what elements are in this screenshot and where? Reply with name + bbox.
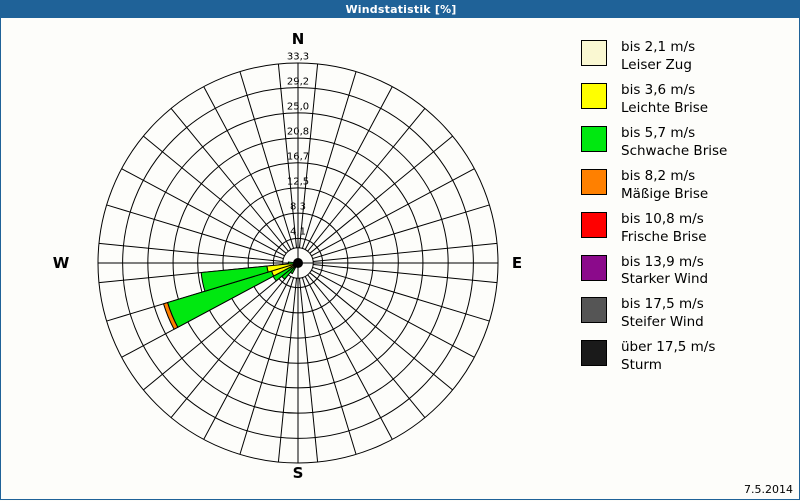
- grid-spoke: [313, 263, 498, 284]
- windrose-segment: [162, 301, 179, 330]
- legend-label: bis 5,7 m/s Schwache Brise: [621, 125, 727, 161]
- window-title-bar: Windstatistik [%]: [1, 1, 800, 18]
- legend-swatch: [581, 82, 607, 109]
- grid-spoke: [203, 86, 292, 250]
- legend-label: bis 8,2 m/s Mäßige Brise: [621, 168, 708, 204]
- compass-label-west: W: [52, 254, 70, 272]
- legend: bis 2,1 m/s Leiser Zug bis 3,6 m/s Leichte …: [581, 39, 796, 382]
- legend-range: bis 5,7 m/s: [621, 124, 696, 141]
- legend-swatch: [581, 254, 607, 281]
- legend-item: bis 13,9 m/s Starker Wind: [581, 254, 796, 290]
- grid-spoke: [313, 242, 498, 263]
- grid-spoke: [298, 63, 319, 248]
- legend-swatch: [581, 340, 607, 367]
- grid-spoke: [309, 272, 453, 391]
- legend-name: Schwache Brise: [621, 142, 728, 159]
- windrose-hub: [293, 258, 303, 268]
- legend-swatch: [581, 211, 607, 238]
- legend-range: über 17,5 m/s: [621, 339, 716, 356]
- grid-spoke: [312, 204, 490, 260]
- grid-spoke: [143, 272, 287, 391]
- grid-spoke: [170, 108, 289, 252]
- legend-item: bis 8,2 m/s Mäßige Brise: [581, 168, 796, 204]
- windrose-center: [293, 258, 303, 268]
- compass-label-east: E: [511, 254, 523, 272]
- grid-spoke: [311, 168, 475, 257]
- grid-spoke: [301, 71, 357, 249]
- legend-range: bis 3,6 m/s: [621, 81, 696, 98]
- legend-label: über 17,5 m/s Sturm: [621, 339, 715, 375]
- legend-label: bis 17,5 m/s Steifer Wind: [621, 296, 704, 332]
- legend-range: bis 8,2 m/s: [621, 167, 696, 184]
- grid-spoke: [277, 278, 298, 463]
- grid-spoke: [304, 86, 393, 250]
- radial-tick-label: 25,0: [286, 101, 310, 113]
- compass-label-south: S: [292, 464, 304, 482]
- polar-grid: [97, 62, 499, 464]
- grid-spoke: [203, 276, 292, 440]
- radial-tick-label: 33,3: [286, 51, 310, 63]
- grid-spoke: [239, 71, 295, 249]
- legend-item: über 17,5 m/s Sturm: [581, 339, 796, 375]
- legend-name: Leiser Zug: [621, 56, 692, 73]
- legend-name: Starker Wind: [621, 271, 709, 288]
- legend-name: Steifer Wind: [621, 314, 704, 331]
- legend-name: Mäßige Brise: [621, 185, 709, 202]
- grid-spoke: [312, 266, 490, 322]
- compass-label-north: N: [291, 30, 305, 48]
- grid-spoke: [304, 276, 393, 440]
- grid-spoke: [170, 274, 289, 418]
- legend-label: bis 2,1 m/s Leiser Zug: [621, 39, 695, 75]
- legend-name: Sturm: [621, 357, 662, 374]
- legend-range: bis 10,8 m/s: [621, 210, 704, 227]
- legend-name: Frische Brise: [621, 228, 707, 245]
- radial-tick-label: 8,3: [290, 201, 306, 213]
- legend-swatch: [581, 168, 607, 195]
- grid-spoke: [309, 135, 453, 254]
- legend-swatch: [581, 125, 607, 152]
- grid-spoke: [307, 108, 426, 252]
- radial-tick-label: 16,7: [286, 151, 310, 163]
- legend-swatch: [581, 40, 607, 66]
- legend-item: bis 17,5 m/s Steifer Wind: [581, 296, 796, 332]
- grid-spoke: [98, 242, 283, 263]
- legend-label: bis 13,9 m/s Starker Wind: [621, 254, 708, 290]
- window-title: Windstatistik [%]: [345, 3, 457, 16]
- legend-name: Leichte Brise: [621, 99, 709, 116]
- grid-spoke: [121, 168, 285, 257]
- windrose-svg: [97, 62, 499, 464]
- legend-item: bis 2,1 m/s Leiser Zug: [581, 39, 796, 75]
- legend-label: bis 10,8 m/s Frische Brise: [621, 211, 707, 247]
- grid-spoke: [298, 278, 319, 463]
- legend-item: bis 3,6 m/s Leichte Brise: [581, 82, 796, 118]
- legend-range: bis 17,5 m/s: [621, 296, 704, 313]
- windrose-petals: [162, 261, 299, 330]
- grid-spoke: [301, 277, 357, 455]
- grid-spoke: [106, 204, 284, 260]
- legend-swatch: [581, 297, 607, 324]
- radial-tick-label: 12,5: [286, 176, 310, 188]
- grid-spoke: [311, 269, 475, 358]
- legend-range: bis 2,1 m/s: [621, 39, 696, 55]
- grid-spoke: [307, 274, 426, 418]
- radial-tick-label: 20,8: [286, 126, 310, 138]
- grid-spoke: [143, 135, 287, 254]
- grid-spoke: [277, 63, 298, 248]
- grid-spoke: [239, 277, 295, 455]
- windrose-plot: N E S W 4,1 8,3 12,5 16,7 20,8 25,0 29,2 33,3: [1, 18, 561, 501]
- legend-item: bis 5,7 m/s Schwache Brise: [581, 125, 796, 161]
- windrose-segment: [200, 265, 269, 292]
- radial-tick-label: 4,1: [290, 226, 306, 238]
- legend-label: bis 3,6 m/s Leichte Brise: [621, 82, 708, 118]
- legend-item: bis 10,8 m/s Frische Brise: [581, 211, 796, 247]
- radial-tick-label: 29,2: [286, 76, 310, 88]
- date-stamp: 7.5.2014: [744, 483, 793, 496]
- legend-range: bis 13,9 m/s: [621, 253, 704, 270]
